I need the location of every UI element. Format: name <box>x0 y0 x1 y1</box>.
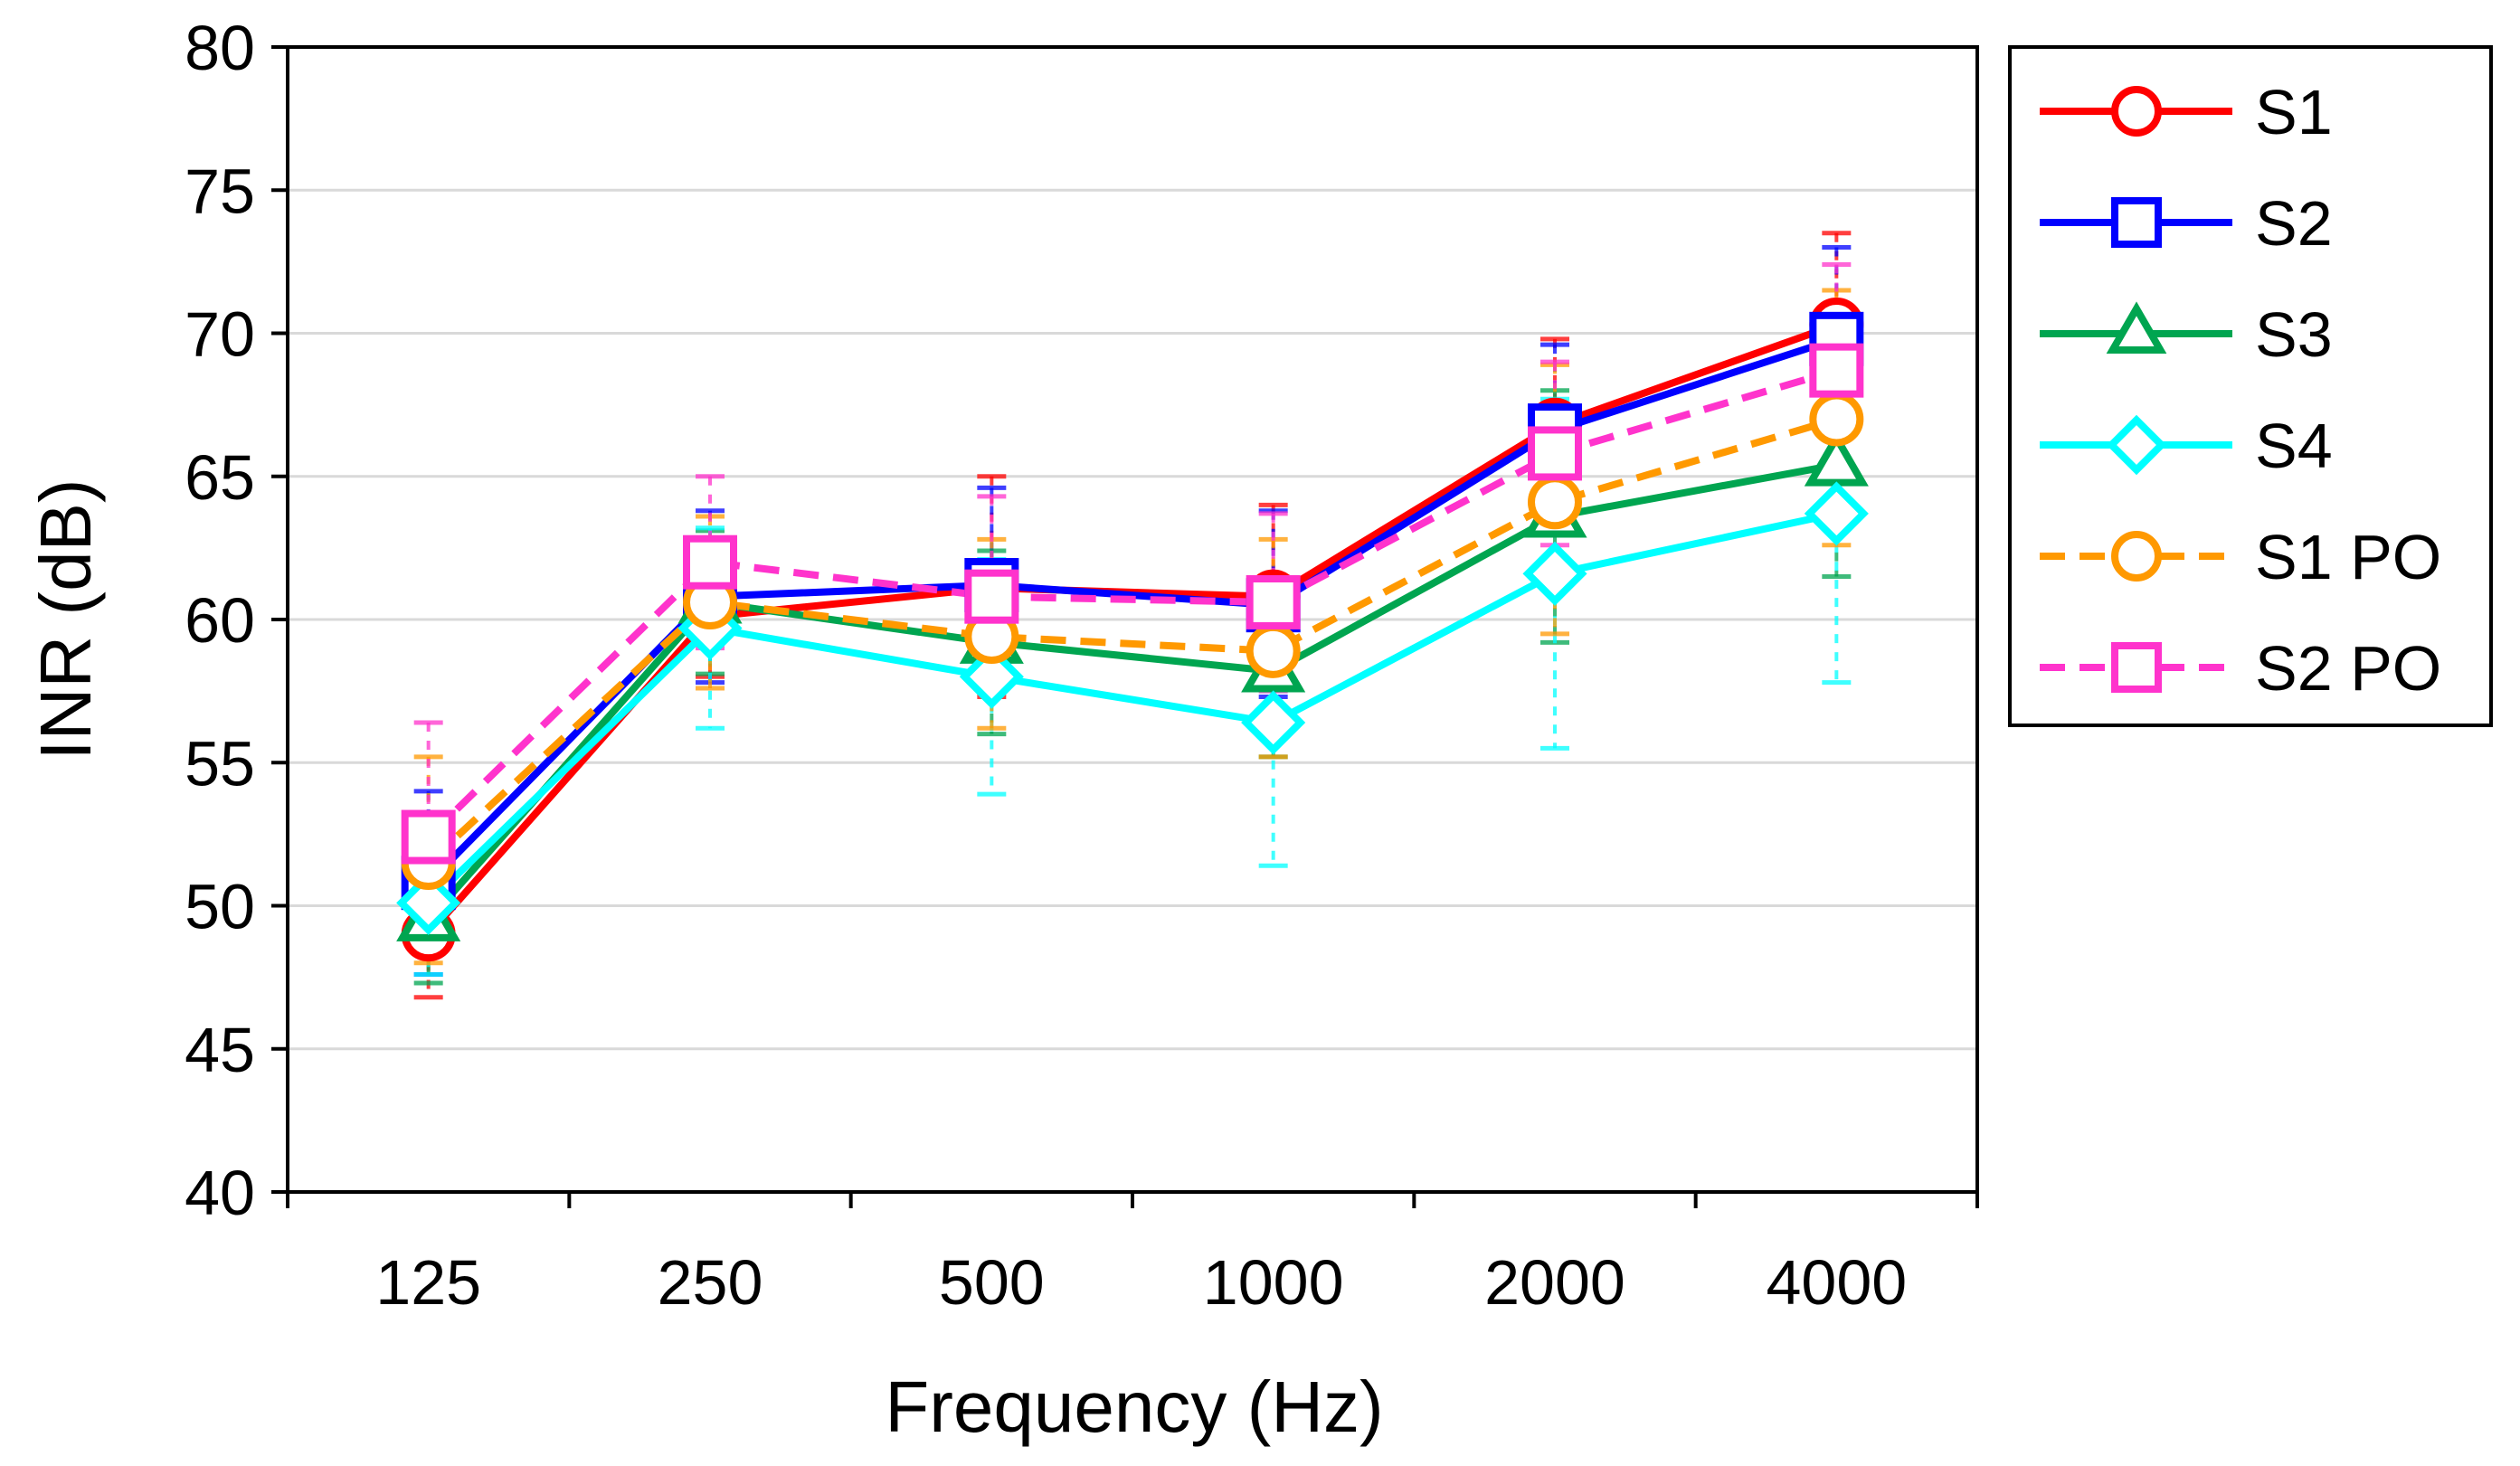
y-tick-label: 60 <box>185 585 255 656</box>
legend-marker-s1-po <box>2111 531 2162 582</box>
x-tick-label: 250 <box>658 1247 763 1318</box>
x-axis-title: Frequency (Hz) <box>885 1367 1383 1447</box>
data-point-s2-po <box>401 809 456 865</box>
data-point-s4 <box>396 870 461 935</box>
data-point-s4 <box>1241 690 1306 755</box>
y-tick-label: 50 <box>185 872 255 942</box>
data-point-s1-po <box>1528 475 1582 530</box>
x-tick-label: 2000 <box>1484 1247 1625 1318</box>
legend-marker-s2 <box>2111 197 2162 248</box>
legend-label-s1-po: S1 PO <box>2255 522 2441 592</box>
series-line-s1-po <box>425 415 1838 865</box>
x-tick-labels: 125 250 500 1000 2000 4000 <box>375 1247 1907 1318</box>
legend-label-s2-po: S2 PO <box>2255 633 2441 704</box>
legend-label-s4: S4 <box>2255 411 2333 481</box>
axis-ticks <box>271 45 1979 1208</box>
y-tick-label: 80 <box>185 13 255 83</box>
series-line-s2-po <box>425 366 1838 840</box>
data-point-s2-po <box>1809 343 1864 398</box>
legend-label-s2: S2 <box>2255 188 2333 259</box>
data-point-s1-po <box>1246 623 1301 678</box>
series-line-s3 <box>425 461 1838 922</box>
series-line-s4 <box>425 509 1838 906</box>
x-tick-label: 125 <box>375 1247 481 1318</box>
data-point-s4 <box>1522 541 1587 606</box>
x-tick-label: 1000 <box>1203 1247 1344 1318</box>
data-point-s2-po <box>1246 575 1301 630</box>
y-axis-title: INR (dB) <box>25 478 106 760</box>
y-tick-label: 40 <box>185 1158 255 1228</box>
x-tick-label: 500 <box>939 1247 1045 1318</box>
legend-marker-s3 <box>2106 301 2167 354</box>
data-point-s4 <box>1804 481 1869 546</box>
legend: S1 S2 S3 S4 S1 PO S2 PO <box>2008 45 2493 727</box>
legend-box <box>2008 45 2493 727</box>
y-tick-label: 70 <box>185 299 255 370</box>
y-tick-label: 45 <box>185 1015 255 1085</box>
y-tick-label: 65 <box>185 442 255 513</box>
data-point-s1-po <box>1809 392 1864 447</box>
data-point-s2-po <box>964 569 1019 624</box>
data-point-s4 <box>959 644 1024 709</box>
series-lines <box>425 321 1838 937</box>
legend-label-s1: S1 <box>2255 77 2333 147</box>
y-tick-label: 75 <box>185 156 255 226</box>
data-point-s2-po <box>1528 426 1582 481</box>
y-tick-label: 55 <box>185 728 255 799</box>
legend-marker-s4 <box>2106 414 2167 476</box>
x-tick-label: 4000 <box>1766 1247 1907 1318</box>
y-tick-labels: 40 45 50 55 60 65 70 75 80 <box>185 13 255 1228</box>
legend-marker-s1 <box>2111 86 2162 137</box>
series-markers <box>396 298 1869 962</box>
legend-label-s3: S3 <box>2255 299 2333 370</box>
data-point-s2-po <box>683 534 737 590</box>
legend-marker-s2-po <box>2111 642 2162 693</box>
